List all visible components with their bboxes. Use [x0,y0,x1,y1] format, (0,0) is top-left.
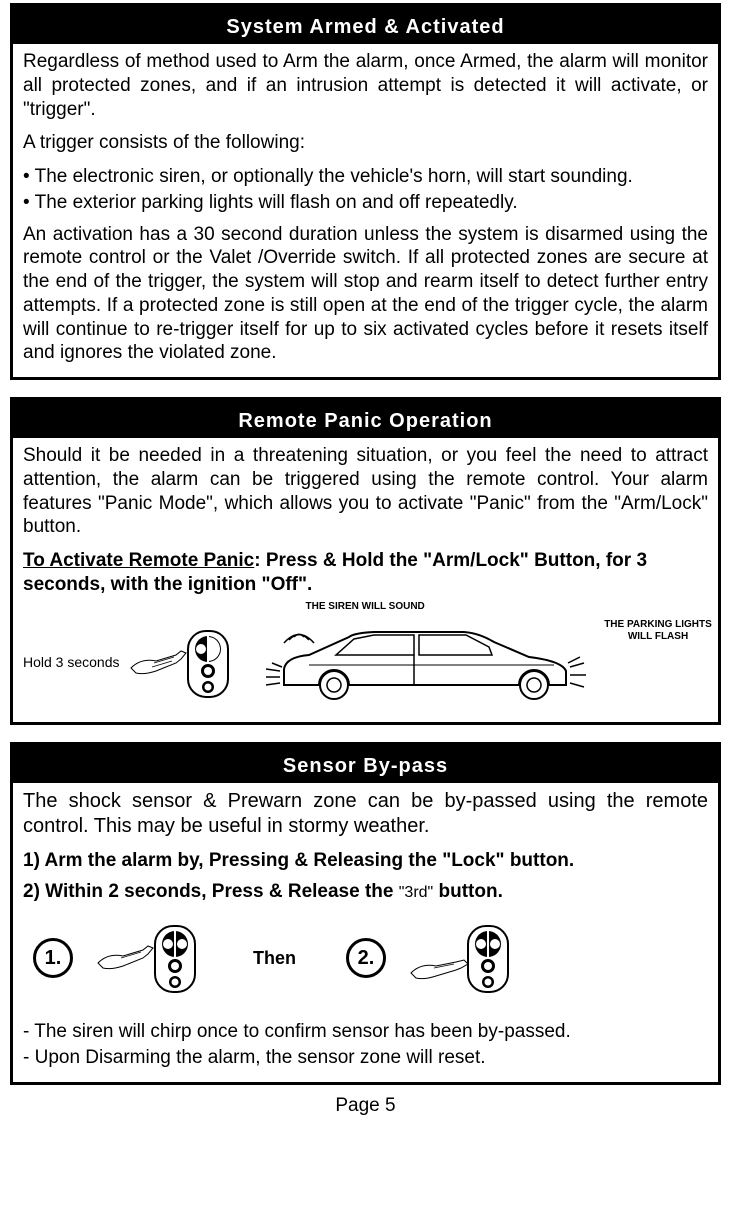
sensor-step2b: "3rd" [399,884,433,901]
armed-p3: An activation has a 30 second duration u… [23,223,708,366]
sensor-step2c: button. [433,881,503,902]
section-sensor-title: Sensor By-pass [13,746,718,783]
sensor-r2: - Upon Disarming the alarm, the sensor z… [23,1046,708,1070]
armed-bullet2: • The exterior parking lights will flash… [23,191,708,215]
step-circle-2: 2. [346,938,386,978]
siren-caption: THE SIREN WILL SOUND [306,601,425,614]
remote-hand-icon-2 [406,918,516,998]
sensor-step2: 2) Within 2 seconds, Press & Release the… [23,880,708,904]
then-label: Then [253,947,296,970]
section-panic-title: Remote Panic Operation [13,401,718,438]
sensor-step1: 1) Arm the alarm by, Pressing & Releasin… [23,849,708,873]
remote-hand-icon [126,623,236,703]
page-number: Page 5 [10,1095,721,1117]
section-armed-title: System Armed & Activated [13,7,718,44]
hold-label: Hold 3 seconds [23,654,120,672]
car-icon [254,607,594,712]
panic-activate-row: To Activate Remote Panic: Press & Hold t… [23,549,708,597]
sensor-r1: - The siren will chirp once to confirm s… [23,1020,708,1044]
step-circle-1: 1. [33,938,73,978]
panic-illustration-row: Hold 3 seconds [23,601,708,712]
panic-remote-block: Hold 3 seconds [23,601,236,703]
lights-caption: THE PARKING LIGHTS WILL FLASH [598,619,718,643]
armed-p2: A trigger consists of the following: [23,131,708,155]
armed-p1: Regardless of method used to Arm the ala… [23,50,708,121]
section-panic-body: Should it be needed in a threatening sit… [13,438,718,722]
section-sensor: Sensor By-pass The shock sensor & Prewar… [10,743,721,1085]
armed-bullet1: • The electronic siren, or optionally th… [23,165,708,189]
section-armed-body: Regardless of method used to Arm the ala… [13,44,718,377]
section-sensor-body: The shock sensor & Prewarn zone can be b… [13,783,718,1082]
panic-car-block: THE SIREN WILL SOUND THE PARKING LIGHTS … [246,601,708,712]
panic-activate-label: To Activate Remote Panic [23,550,254,571]
panic-p1: Should it be needed in a threatening sit… [23,444,708,539]
section-panic: Remote Panic Operation Should it be need… [10,398,721,725]
sensor-step2a: 2) Within 2 seconds, Press & Release the [23,881,399,902]
remote-hand-icon-1 [93,918,203,998]
sensor-p1: The shock sensor & Prewarn zone can be b… [23,789,708,839]
section-armed: System Armed & Activated Regardless of m… [10,4,721,380]
sensor-illustration-row: 1. Then 2. [33,918,698,998]
